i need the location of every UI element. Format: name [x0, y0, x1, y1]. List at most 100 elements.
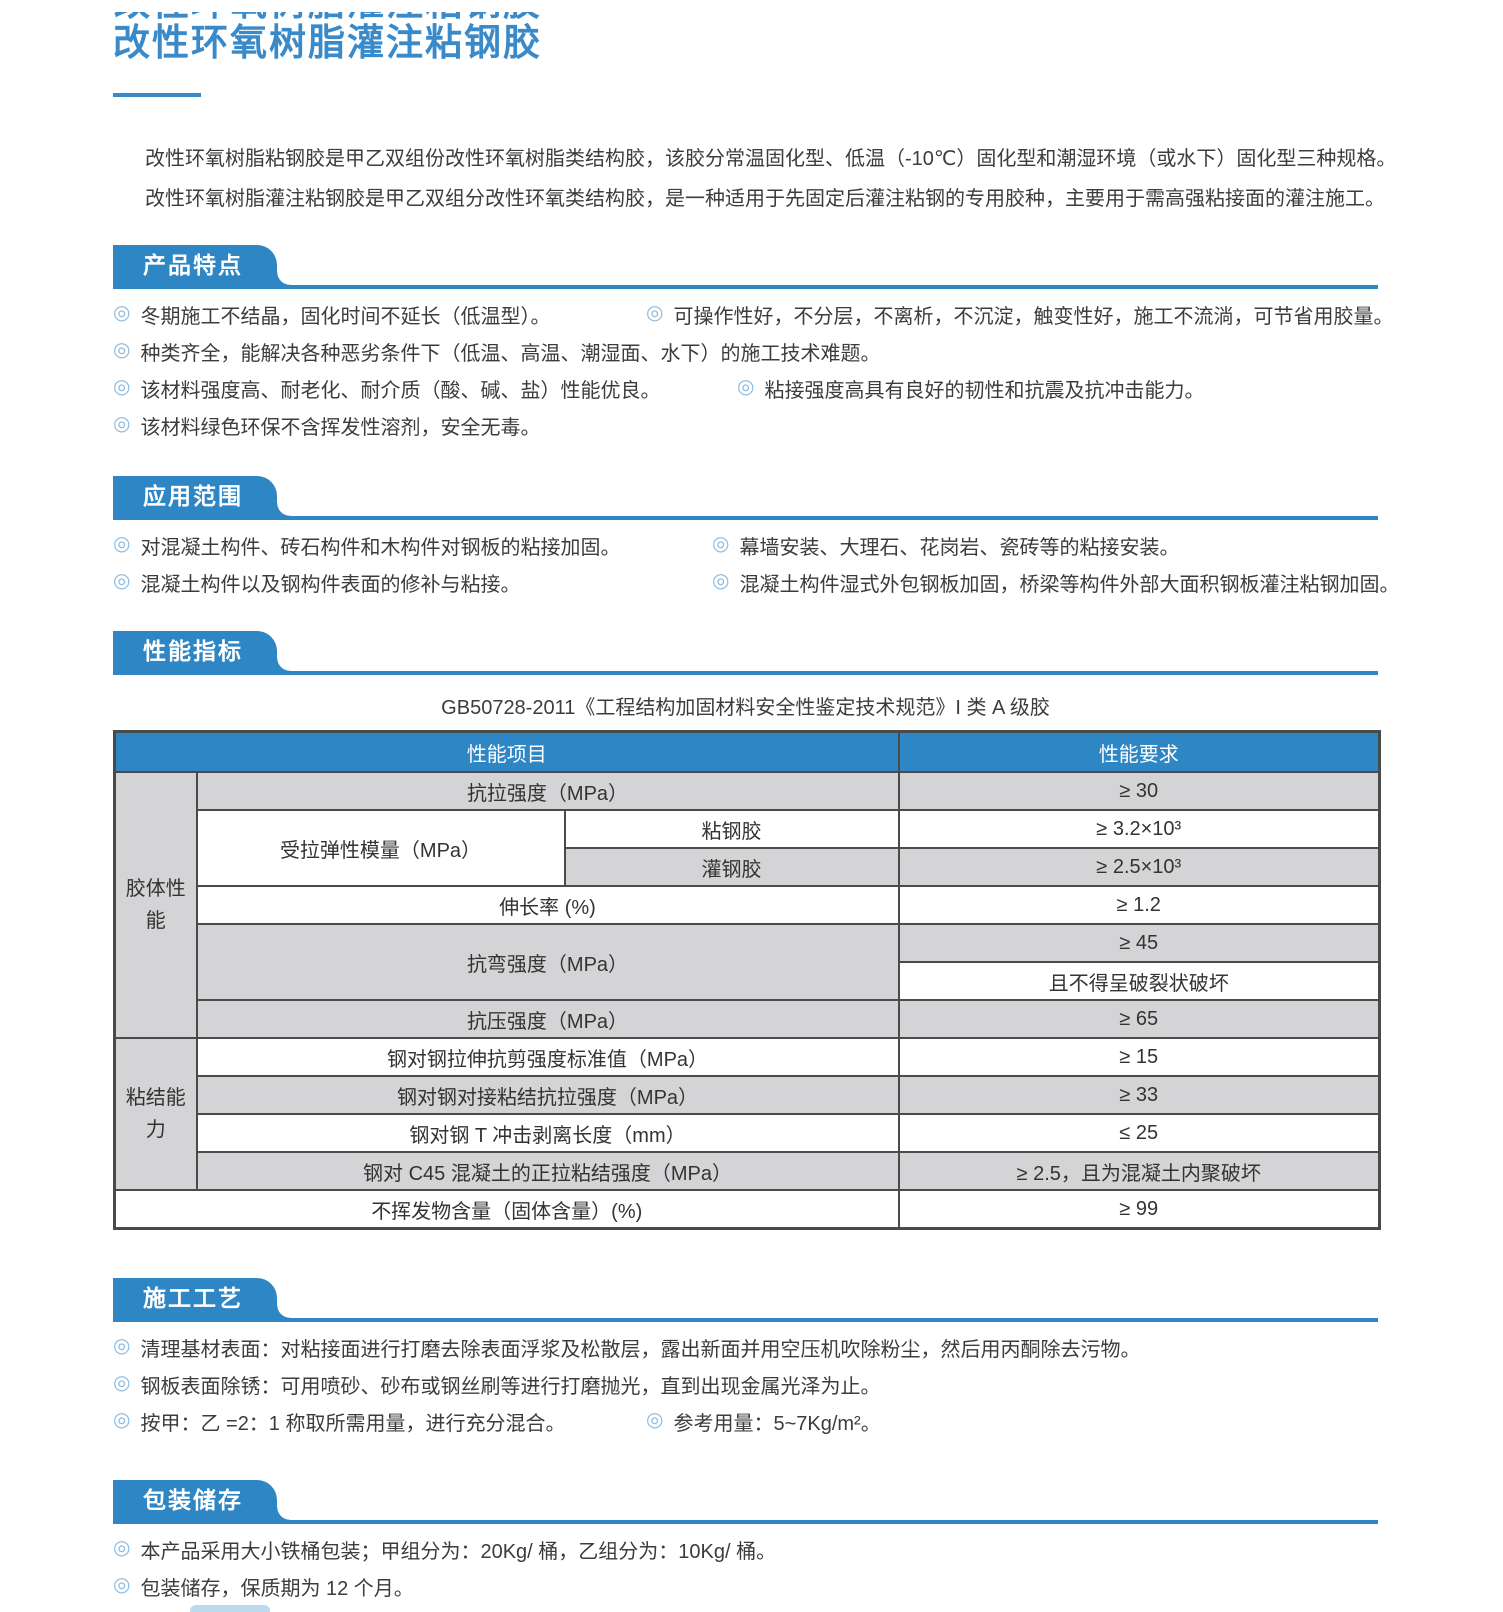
list-item-text: 幕墙安装、大理石、花岗岩、瓷砖等的粘接安装。: [739, 537, 1180, 559]
bullet-ring-icon: ◎: [113, 1409, 131, 1431]
table-row: 伸长率 (%) ≥ 1.2: [115, 885, 1381, 925]
section-badge-applications: 应用范围: [113, 476, 290, 516]
list-item: ◎ 清理基材表面：对粘接面进行打磨去除表面浮浆及松散层，露出新面并用空压机吹除粉…: [113, 1333, 1140, 1362]
section-header-features: 产品特点: [113, 245, 1378, 289]
section-header-process: 施工工艺: [113, 1278, 1378, 1322]
process-list: ◎ 清理基材表面：对粘接面进行打磨去除表面浮浆及松散层，露出新面并用空压机吹除粉…: [113, 1333, 1378, 1436]
table-row: 钢对 C45 混凝土的正拉粘结强度（MPa） ≥ 2.5，且为混凝土内聚破坏: [115, 1151, 1381, 1191]
bullet-ring-icon: ◎: [113, 339, 131, 361]
datasheet-page: 改性环氧树脂灌注粘钢胶 改性环氧树脂灌注粘钢胶 改性环氧树脂粘钢胶是甲乙双组份改…: [0, 12, 1503, 1612]
list-item-text: 对混凝土构件、砖石构件和木构件对钢板的粘接加固。: [140, 537, 621, 559]
bullet-ring-icon: ◎: [646, 1409, 664, 1431]
bullet-ring-icon: ◎: [646, 302, 664, 324]
list-row: ◎ 该材料强度高、耐老化、耐介质（酸、碱、盐）性能优良。 ◎ 粘接强度高具有良好…: [113, 374, 1378, 403]
list-item: ◎ 混凝土构件以及钢构件表面的修补与粘接。: [113, 568, 712, 597]
list-row: ◎ 钢板表面除锈：可用喷砂、砂布或钢丝刷等进行打磨抛光，直到出现金属光泽为止。: [113, 1370, 1378, 1399]
performance-table: 性能项目 性能要求 胶体性能 抗拉强度（MPa） ≥ 30 受拉弹性模量（MPa…: [113, 730, 1381, 1230]
section-header-applications: 应用范围: [113, 476, 1378, 520]
list-item-text: 种类齐全，能解决各种恶劣条件下（低温、高温、潮湿面、水下）的施工技术难题。: [140, 343, 881, 365]
cropped-heading-text: 改性环氧树脂灌注粘钢胶: [113, 12, 563, 21]
bullet-ring-icon: ◎: [113, 413, 131, 435]
bullet-ring-icon: ◎: [113, 302, 131, 324]
list-row: ◎ 清理基材表面：对粘接面进行打磨去除表面浮浆及松散层，露出新面并用空压机吹除粉…: [113, 1333, 1378, 1362]
table-row: 钢对钢 T 冲击剥离长度（mm） ≤ 25: [115, 1113, 1381, 1153]
column-header-item: 性能项目: [113, 730, 900, 773]
list-row: ◎ 混凝土构件以及钢构件表面的修补与粘接。 ◎ 混凝土构件湿式外包钢板加固，桥梁…: [113, 568, 1399, 597]
cell-requirement: ≥ 2.5，且为混凝土内聚破坏: [897, 1151, 1381, 1191]
list-item-text: 冬期施工不结晶，固化时间不延长（低温型）。: [140, 306, 551, 328]
list-item: ◎ 按甲：乙 =2：1 称取所需用量，进行充分混合。: [113, 1407, 646, 1436]
list-item: ◎ 包装储存，保质期为 12 个月。: [113, 1572, 414, 1601]
section-badge-packaging: 包装储存: [113, 1480, 290, 1520]
bullet-ring-icon: ◎: [113, 376, 131, 398]
cell-requirement: ≥ 3.2×10³: [897, 809, 1381, 849]
cell-requirement: ≥ 2.5×10³: [897, 847, 1381, 887]
table-row: 抗压强度（MPa） ≥ 65: [115, 999, 1381, 1039]
table-row: 灌钢胶 ≥ 2.5×10³: [115, 847, 1381, 887]
list-item: ◎ 对混凝土构件、砖石构件和木构件对钢板的粘接加固。: [113, 531, 712, 560]
cell-label: 受拉弹性模量（MPa）: [195, 809, 566, 887]
list-item-text: 按甲：乙 =2：1 称取所需用量，进行充分混合。: [140, 1413, 566, 1435]
list-row: ◎ 冬期施工不结晶，固化时间不延长（低温型）。 ◎ 可操作性好，不分层，不离析，…: [113, 300, 1393, 329]
list-item: ◎ 可操作性好，不分层，不离析，不沉淀，触变性好，施工不流淌，可节省用胶量。: [646, 300, 1393, 329]
list-item-text: 粘接强度高具有良好的韧性和抗震及抗冲击能力。: [764, 380, 1205, 402]
table-row: 粘结能力 钢对钢拉伸抗剪强度标准值（MPa） ≥ 15: [113, 1037, 1381, 1191]
list-row: ◎ 种类齐全，能解决各种恶劣条件下（低温、高温、潮湿面、水下）的施工技术难题。: [113, 337, 1378, 366]
bullet-ring-icon: ◎: [712, 533, 730, 555]
bullet-ring-icon: ◎: [113, 1537, 131, 1559]
list-item: ◎ 冬期施工不结晶，固化时间不延长（低温型）。: [113, 300, 646, 329]
table-row: 钢对钢对接粘结抗拉强度（MPa） ≥ 33: [115, 1075, 1381, 1115]
list-item-text: 该材料绿色环保不含挥发性溶剂，安全无毒。: [140, 417, 541, 439]
table-row: 受拉弹性模量（MPa） 粘钢胶 ≥ 3.2×10³: [115, 809, 1381, 887]
bullet-ring-icon: ◎: [712, 570, 730, 592]
list-item-text: 包装储存，保质期为 12 个月。: [140, 1578, 414, 1600]
intro-line: 改性环氧树脂灌注粘钢胶是甲乙双组分改性环氧类结构胶，是一种适用于先固定后灌注粘钢…: [145, 188, 1385, 210]
bullet-ring-icon: ◎: [113, 533, 131, 555]
page-title: 改性环氧树脂灌注粘钢胶: [113, 22, 542, 63]
list-item: ◎ 幕墙安装、大理石、花岗岩、瓷砖等的粘接安装。: [712, 531, 1179, 560]
bullet-ring-icon: ◎: [113, 570, 131, 592]
bullet-ring-icon: ◎: [113, 1372, 131, 1394]
list-item: ◎ 钢板表面除锈：可用喷砂、砂布或钢丝刷等进行打磨抛光，直到出现金属光泽为止。: [113, 1370, 880, 1399]
list-item: ◎ 本产品采用大小铁桶包装；甲组分为：20Kg/ 桶，乙组分为：10Kg/ 桶。: [113, 1535, 776, 1564]
column-header-requirement: 性能要求: [897, 730, 1381, 773]
cell-label: 钢对钢拉伸抗剪强度标准值（MPa）: [195, 1037, 900, 1077]
list-row: ◎ 按甲：乙 =2：1 称取所需用量，进行充分混合。 ◎ 参考用量：5~7Kg/…: [113, 1407, 1378, 1436]
table-caption: GB50728-2011《工程结构加固材料安全性鉴定技术规范》I 类 A 级胶: [441, 697, 1050, 719]
cell-label: 钢对 C45 混凝土的正拉粘结强度（MPa）: [195, 1151, 900, 1191]
cell-label: 钢对钢 T 冲击剥离长度（mm）: [195, 1113, 900, 1153]
intro-paragraph: 改性环氧树脂粘钢胶是甲乙双组份改性环氧树脂类结构胶，该胶分常温固化型、低温（-1…: [113, 139, 1397, 219]
applications-list: ◎ 对混凝土构件、砖石构件和木构件对钢板的粘接加固。 ◎ 幕墙安装、大理石、花岗…: [113, 531, 1399, 597]
cell-label: 抗压强度（MPa）: [195, 999, 900, 1039]
list-item: ◎ 种类齐全，能解决各种恶劣条件下（低温、高温、潮湿面、水下）的施工技术难题。: [113, 337, 880, 366]
cell-label: 伸长率 (%): [195, 885, 900, 925]
intro-line: 改性环氧树脂粘钢胶是甲乙双组份改性环氧树脂类结构胶，该胶分常温固化型、低温（-1…: [145, 148, 1397, 170]
list-item-text: 本产品采用大小铁桶包装；甲组分为：20Kg/ 桶，乙组分为：10Kg/ 桶。: [140, 1541, 777, 1563]
cell-sublabel: 粘钢胶: [563, 809, 900, 849]
cell-sublabel: 灌钢胶: [563, 847, 900, 887]
packaging-list: ◎ 本产品采用大小铁桶包装；甲组分为：20Kg/ 桶，乙组分为：10Kg/ 桶。…: [113, 1535, 1378, 1601]
cell-requirement: ≤ 25: [897, 1113, 1381, 1153]
row-group-bond-capability: 粘结能力: [113, 1037, 198, 1191]
cropped-footer-element: [190, 1605, 270, 1612]
bullet-ring-icon: ◎: [737, 376, 755, 398]
cell-label: 钢对钢对接粘结抗拉强度（MPa）: [195, 1075, 900, 1115]
bullet-ring-icon: ◎: [113, 1574, 131, 1596]
list-item: ◎ 参考用量：5~7Kg/m²。: [646, 1407, 881, 1436]
cell-requirement: ≥ 45: [897, 923, 1381, 963]
list-item-text: 混凝土构件湿式外包钢板加固，桥梁等构件外部大面积钢板灌注粘钢加固。: [739, 574, 1400, 596]
cell-requirement: ≥ 30: [897, 771, 1381, 811]
table-row: 抗弯强度（MPa） ≥ 45: [115, 923, 1381, 1001]
section-badge-performance: 性能指标: [113, 631, 290, 671]
list-item: ◎ 该材料绿色环保不含挥发性溶剂，安全无毒。: [113, 411, 540, 440]
bullet-ring-icon: ◎: [113, 1335, 131, 1357]
cell-requirement: ≥ 33: [897, 1075, 1381, 1115]
title-underline: [113, 93, 201, 97]
cell-requirement: ≥ 15: [897, 1037, 1381, 1077]
row-group-body-performance: 胶体性能: [113, 771, 198, 1039]
list-item-text: 清理基材表面：对粘接面进行打磨去除表面浮浆及松散层，露出新面并用空压机吹除粉尘，…: [140, 1339, 1141, 1361]
list-item-text: 参考用量：5~7Kg/m²。: [673, 1413, 881, 1435]
cell-requirement: ≥ 65: [897, 999, 1381, 1039]
table-row: 且不得呈破裂状破坏: [115, 961, 1381, 1001]
cell-requirement: ≥ 1.2: [897, 885, 1381, 925]
